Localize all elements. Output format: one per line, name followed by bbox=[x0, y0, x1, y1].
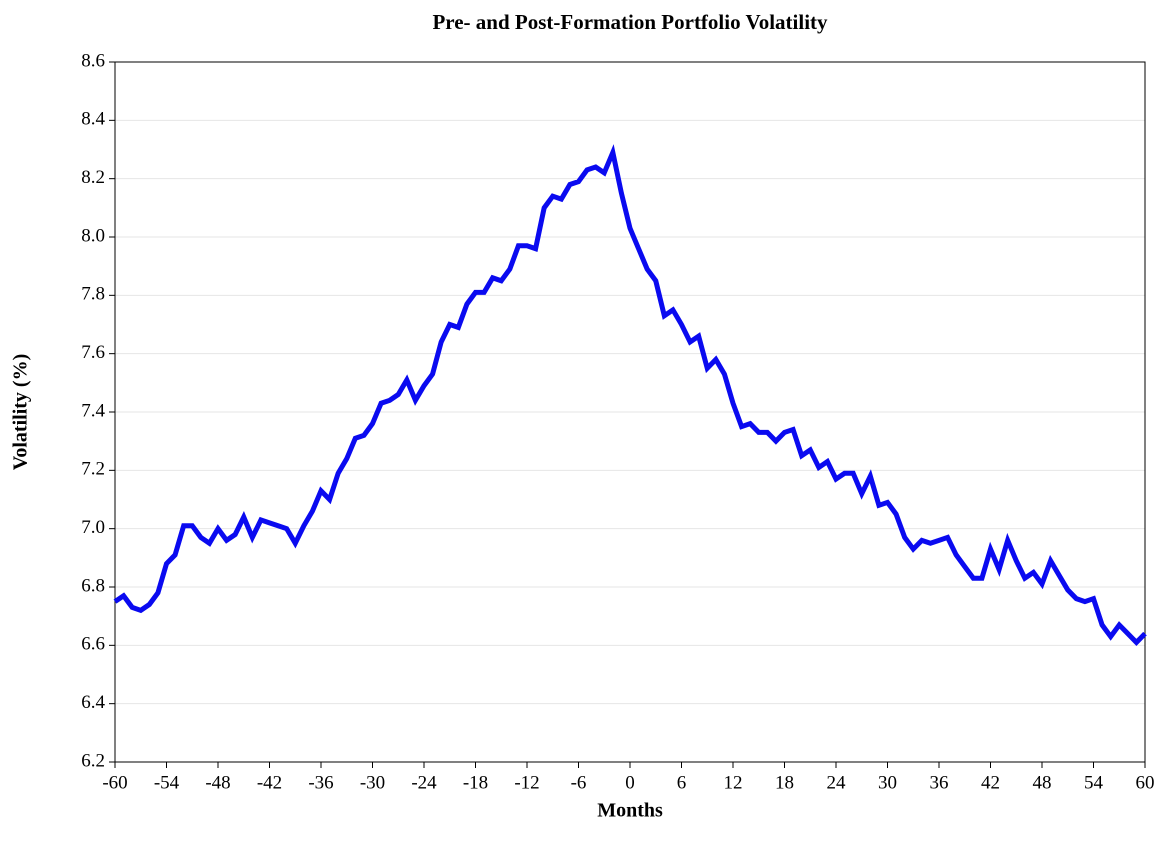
y-tick-label: 7.2 bbox=[81, 459, 105, 480]
y-tick-label: 7.8 bbox=[81, 284, 105, 305]
x-tick-label: 18 bbox=[775, 772, 794, 793]
y-tick-label: 8.2 bbox=[81, 167, 105, 188]
x-tick-label: -18 bbox=[463, 772, 488, 793]
x-tick-label: 6 bbox=[677, 772, 687, 793]
y-tick-label: 7.0 bbox=[81, 517, 105, 538]
x-tick-label: 60 bbox=[1136, 772, 1155, 793]
y-tick-label: 6.2 bbox=[81, 750, 105, 771]
x-tick-label: 48 bbox=[1033, 772, 1052, 793]
x-tick-label: -6 bbox=[571, 772, 587, 793]
x-tick-label: 30 bbox=[878, 772, 897, 793]
y-tick-label: 8.4 bbox=[81, 109, 105, 130]
x-tick-label: 42 bbox=[981, 772, 1000, 793]
x-tick-label: 54 bbox=[1084, 772, 1104, 793]
x-axis-label: Months bbox=[597, 800, 663, 822]
x-tick-label: 36 bbox=[930, 772, 949, 793]
x-tick-label: -30 bbox=[360, 772, 385, 793]
y-axis-label: Volatility (%) bbox=[10, 354, 32, 470]
x-tick-label: -36 bbox=[308, 772, 333, 793]
x-tick-label: -60 bbox=[102, 772, 127, 793]
y-tick-label: 7.4 bbox=[81, 400, 105, 421]
x-tick-label: -24 bbox=[411, 772, 437, 793]
plot-frame bbox=[114, 61, 1146, 763]
x-tick-label: 0 bbox=[625, 772, 635, 793]
x-tick-label: -54 bbox=[154, 772, 180, 793]
x-tick-label: -12 bbox=[514, 772, 539, 793]
x-tick-label: -48 bbox=[205, 772, 230, 793]
y-tick-label: 6.8 bbox=[81, 575, 105, 596]
x-tick-label: -42 bbox=[257, 772, 282, 793]
y-tick-label: 8.0 bbox=[81, 225, 105, 246]
y-tick-label: 6.4 bbox=[81, 692, 105, 713]
chart-title: Pre- and Post-Formation Portfolio Volati… bbox=[432, 10, 828, 34]
y-tick-label: 7.6 bbox=[81, 342, 105, 363]
x-tick-label: 12 bbox=[724, 772, 743, 793]
x-tick-label: 24 bbox=[827, 772, 847, 793]
y-tick-label: 8.6 bbox=[81, 50, 105, 71]
y-tick-label: 6.6 bbox=[81, 634, 105, 655]
line-series bbox=[113, 144, 1147, 646]
